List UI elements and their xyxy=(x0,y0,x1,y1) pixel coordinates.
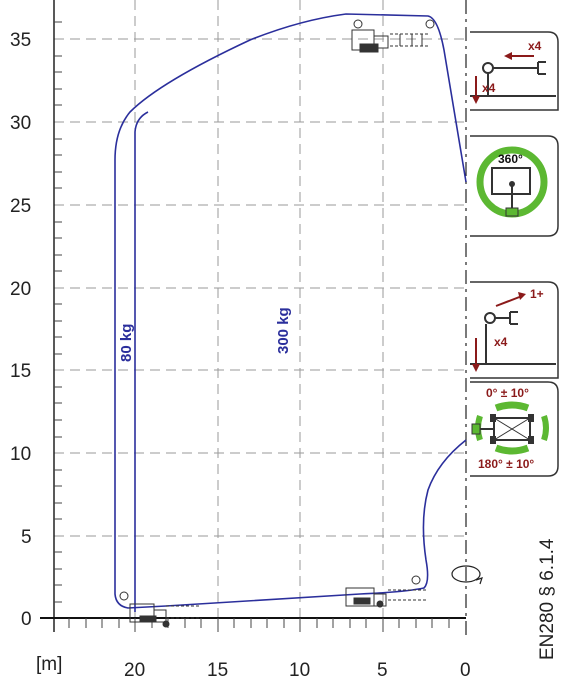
y-tick-label: 0 xyxy=(21,609,32,630)
outrigger-panel-top: x4 x4 xyxy=(470,31,559,111)
rotation-360-panel: 360° xyxy=(470,135,559,237)
y-tick-label: 30 xyxy=(10,113,31,134)
load-label-80kg: 80 kg xyxy=(118,324,135,362)
x-tick-label: 5 xyxy=(377,660,388,681)
rotation-sector-panel: 0° ± 10° 180° ± 10° xyxy=(470,381,559,477)
outrigger-count-horizontal: x4 xyxy=(528,39,542,53)
platform-basket-bottom-left xyxy=(119,591,200,628)
mid-count-vertical-label: x4 xyxy=(494,335,508,349)
y-tick-label: 25 xyxy=(10,196,31,217)
outrigger-panel-mid: 1+ x4 xyxy=(470,281,559,379)
mid-count-arrow-label: 1+ xyxy=(530,287,544,301)
y-minor-ticks xyxy=(54,21,62,603)
platform-basket-bottom-right xyxy=(345,575,426,608)
inner-envelope-300kg xyxy=(134,111,149,612)
y-tick-label: 15 xyxy=(10,361,31,382)
outrigger-count-vertical: x4 xyxy=(482,81,496,95)
x-unit-label: [m] xyxy=(36,654,62,675)
rotation-front-label: 0° ± 10° xyxy=(486,386,529,400)
x-tick-label: 0 xyxy=(460,660,471,681)
x-tick-label: 20 xyxy=(124,660,145,681)
standard-reference: EN280 § 6.1.4 xyxy=(537,538,558,660)
rotation-full-label: 360° xyxy=(498,152,523,166)
load-label-300kg: 300 kg xyxy=(275,307,292,354)
y-tick-label: 5 xyxy=(21,527,32,548)
x-minor-ticks xyxy=(68,618,450,632)
y-tick-label: 20 xyxy=(10,279,31,300)
platform-basket-top xyxy=(351,19,435,53)
x-tick-label: 10 xyxy=(289,660,310,681)
rotation-rear-label: 180° ± 10° xyxy=(478,457,534,471)
y-tick-label: 10 xyxy=(10,444,31,465)
outer-envelope-80kg xyxy=(114,13,467,609)
rotation-symbol-icon xyxy=(451,565,483,585)
x-tick-label: 15 xyxy=(207,660,228,681)
y-tick-label: 35 xyxy=(10,30,31,51)
